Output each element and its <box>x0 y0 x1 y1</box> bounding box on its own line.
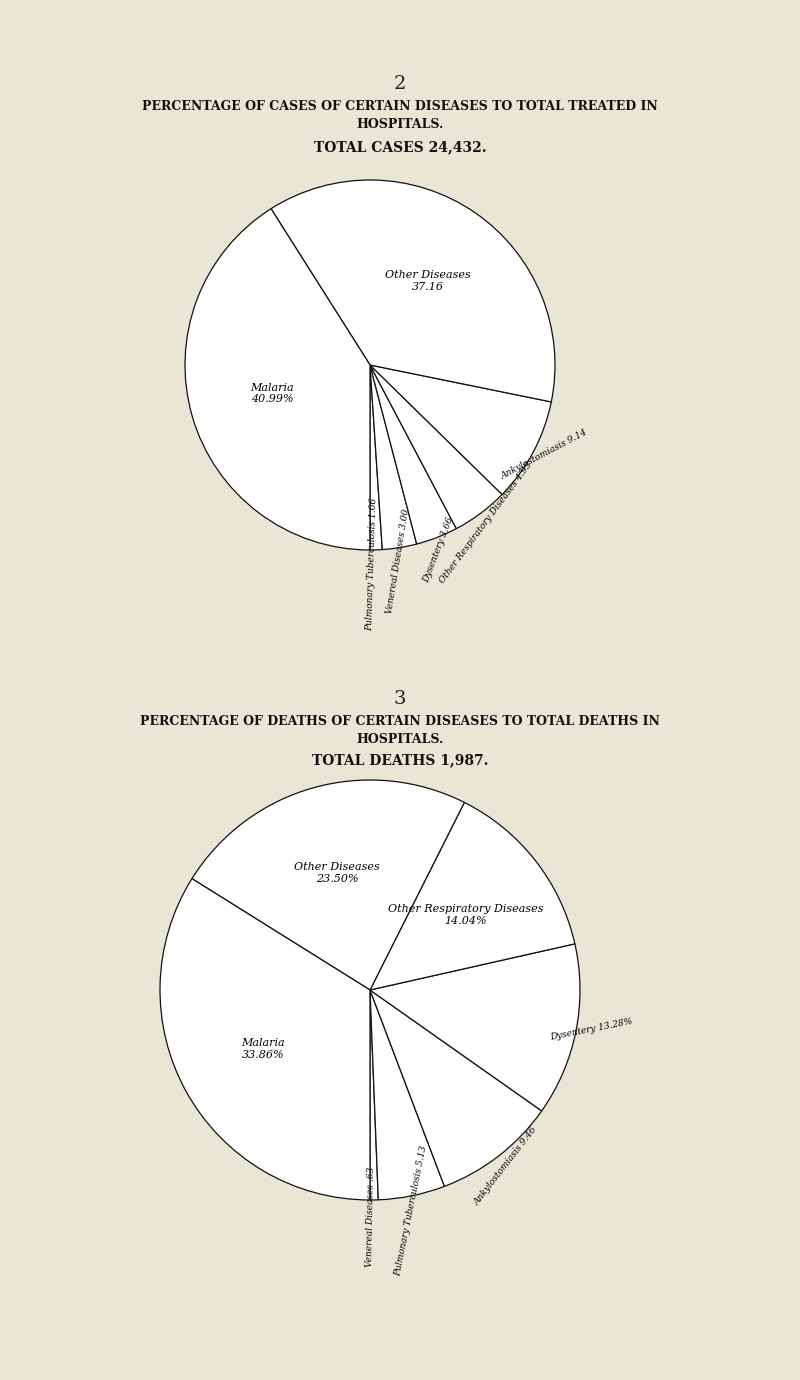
Wedge shape <box>370 364 551 494</box>
Wedge shape <box>370 989 445 1199</box>
Text: TOTAL CASES 24,432.: TOTAL CASES 24,432. <box>314 139 486 155</box>
Text: Pulmonary Tuberculosis 1.06: Pulmonary Tuberculosis 1.06 <box>366 498 379 631</box>
Wedge shape <box>192 780 464 989</box>
Text: Pulmonary Tuberculosis 5.13: Pulmonary Tuberculosis 5.13 <box>393 1145 429 1278</box>
Text: Malaria
33.86%: Malaria 33.86% <box>242 1038 286 1060</box>
Text: Other Diseases
37.16: Other Diseases 37.16 <box>385 270 470 293</box>
Wedge shape <box>370 802 575 989</box>
Text: Other Respiratory Diseases 4.93: Other Respiratory Diseases 4.93 <box>438 461 534 585</box>
Text: Other Diseases
23.50%: Other Diseases 23.50% <box>294 862 380 883</box>
Text: Dysentery 13.28%: Dysentery 13.28% <box>550 1017 634 1042</box>
Text: 2: 2 <box>394 75 406 92</box>
Text: HOSPITALS.: HOSPITALS. <box>356 733 444 747</box>
Wedge shape <box>370 364 382 551</box>
Wedge shape <box>185 208 370 551</box>
Text: PERCENTAGE OF DEATHS OF CERTAIN DISEASES TO TOTAL DEATHS IN: PERCENTAGE OF DEATHS OF CERTAIN DISEASES… <box>140 715 660 729</box>
Text: HOSPITALS.: HOSPITALS. <box>356 119 444 131</box>
Text: TOTAL DEATHS 1,987.: TOTAL DEATHS 1,987. <box>312 753 488 767</box>
Wedge shape <box>160 879 370 1201</box>
Text: Venereal Diseases 3.00: Venereal Diseases 3.00 <box>385 508 410 614</box>
Wedge shape <box>271 179 555 402</box>
Text: Other Respiratory Diseases
14.04%: Other Respiratory Diseases 14.04% <box>388 904 544 926</box>
Wedge shape <box>370 364 417 549</box>
Wedge shape <box>370 944 580 1111</box>
Text: Malaria
40.99%: Malaria 40.99% <box>250 382 294 404</box>
Text: Dysentery 3.66: Dysentery 3.66 <box>422 516 455 584</box>
Wedge shape <box>370 364 502 529</box>
Text: 3: 3 <box>394 690 406 708</box>
Text: Ankylostomiasis 9.46: Ankylostomiasis 9.46 <box>472 1126 538 1208</box>
Wedge shape <box>370 364 456 544</box>
Text: Ankylostomiasis 9.14: Ankylostomiasis 9.14 <box>499 428 589 482</box>
Text: PERCENTAGE OF CASES OF CERTAIN DISEASES TO TOTAL TREATED IN: PERCENTAGE OF CASES OF CERTAIN DISEASES … <box>142 99 658 113</box>
Wedge shape <box>370 989 542 1187</box>
Text: Venereal Diseases .63: Venereal Diseases .63 <box>365 1166 375 1267</box>
Wedge shape <box>370 989 378 1201</box>
